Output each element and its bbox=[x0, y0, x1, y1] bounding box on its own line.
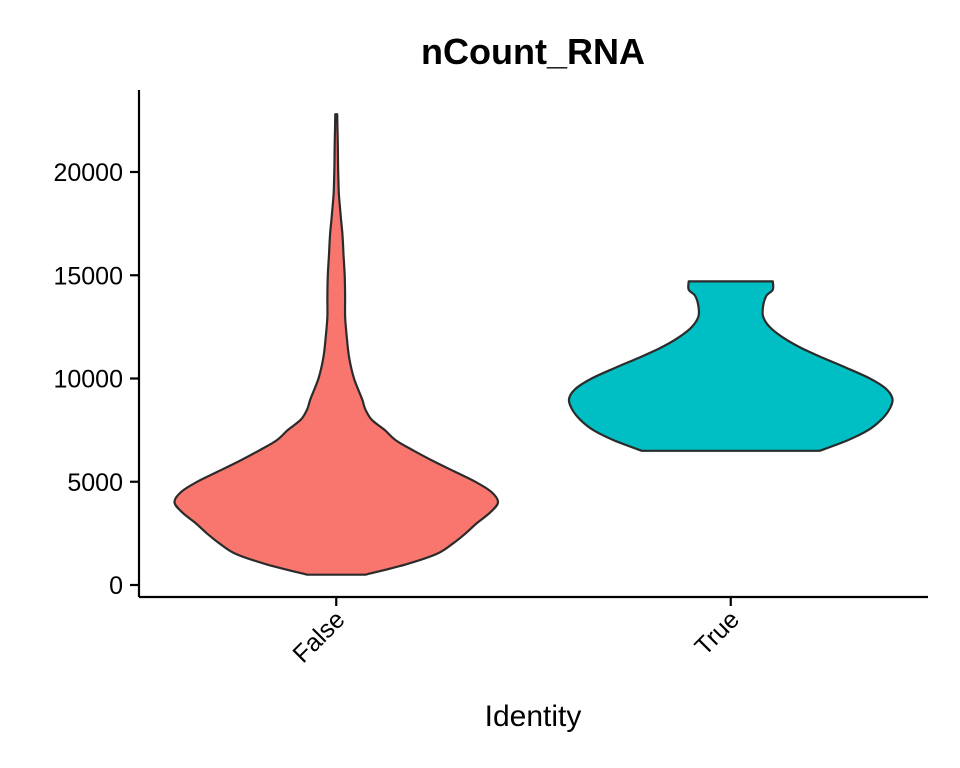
violins bbox=[173, 113, 894, 576]
x-tick-label: True bbox=[689, 605, 744, 660]
x-axis-label: Identity bbox=[485, 700, 582, 733]
y-tick-label: 0 bbox=[109, 572, 123, 600]
x-tick-label: False bbox=[287, 605, 350, 668]
x-axis-ticks: False True bbox=[287, 597, 745, 668]
y-tick-label: 15000 bbox=[53, 262, 123, 290]
y-tick-label: 10000 bbox=[53, 366, 123, 394]
y-tick-label: 20000 bbox=[53, 159, 123, 187]
violin-true bbox=[567, 280, 894, 452]
y-tick-label: 5000 bbox=[67, 469, 123, 497]
violin-false bbox=[173, 113, 500, 576]
y-axis-ticks: 0 5000 10000 15000 20000 bbox=[53, 159, 139, 600]
chart-title: nCount_RNA bbox=[421, 31, 645, 72]
